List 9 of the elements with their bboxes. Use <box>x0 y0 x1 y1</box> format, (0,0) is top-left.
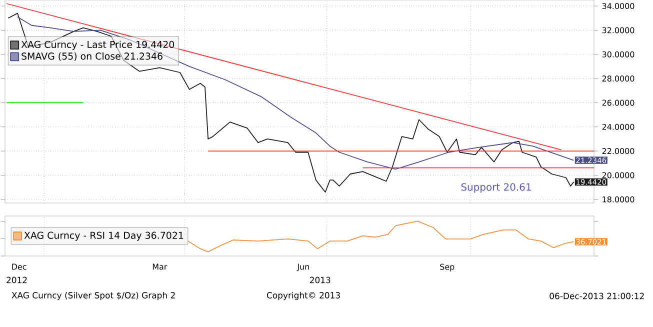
text: 2012 <box>6 276 27 284</box>
text: 06-Dec-2013 21:00:12 <box>550 292 644 300</box>
text: Copyright© 2013 <box>266 292 340 300</box>
legend-label: SMAVG (55) on Close 21.2346 <box>22 52 162 61</box>
text: XAG Curncy (Silver Spot $/Oz) Graph 2 <box>12 292 175 300</box>
legend-label: XAG Curncy - RSI 14 Day 36.7021 <box>24 232 184 241</box>
text: 2013 <box>310 276 330 284</box>
legend-label: XAG Curncy - Last Price 19.4420 <box>21 40 174 50</box>
annotation: Support 20.61 <box>461 183 531 193</box>
